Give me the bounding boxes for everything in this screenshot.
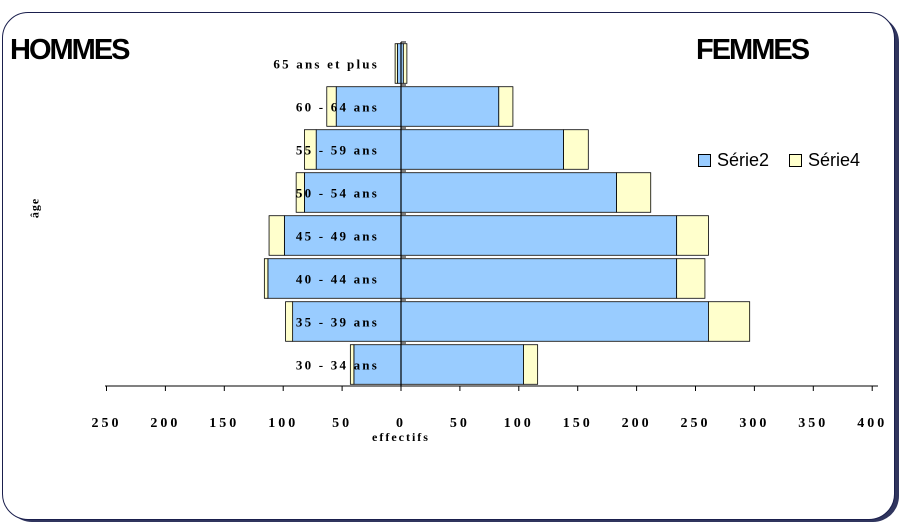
category-label: 45 - 49 ans [296,229,379,244]
x-tick-label: 400 [857,416,887,431]
x-axis-title: effectifs [372,430,430,444]
x-tick-label: 100 [268,416,298,431]
category-label: 30 - 34 ans [296,358,379,373]
category-label: 40 - 44 ans [296,272,379,287]
legend-item-serie4: Série4 [789,150,860,171]
bar-hommes-serie2 [304,172,402,213]
x-tick-label: 50 [450,416,470,431]
category-label: 35 - 39 ans [296,315,379,330]
bar-femmes-serie4 [498,86,514,127]
bar-hommes-serie2 [283,215,402,256]
legend-swatch-serie4 [789,154,803,167]
category-label: 50 - 54 ans [296,186,379,201]
bar-hommes-serie2 [315,129,402,170]
title-femmes: FEMMES [696,34,810,66]
bar-femmes-serie2 [400,301,709,342]
legend-swatch-serie2 [698,154,711,167]
legend-item-serie2: Série2 [698,150,769,171]
x-tick-label: 150 [563,416,593,431]
bar-femmes-serie2 [400,129,564,170]
bar-femmes-serie2 [400,344,524,385]
x-tick-label: 250 [681,416,711,431]
x-tick-label: 150 [209,416,239,431]
category-label: 65 ans et plus [273,57,379,72]
bar-hommes-serie4 [394,43,398,84]
legend-label-serie2: Série2 [717,150,770,170]
bar-femmes-serie4 [616,172,652,213]
category-label: 55 - 59 ans [296,143,379,158]
x-tick-label: 250 [92,416,122,431]
bar-hommes-serie4 [285,301,294,342]
category-label: 60 - 64 ans [296,100,379,115]
x-tick-label: 200 [622,416,652,431]
bar-hommes-serie4 [295,172,305,213]
bar-femmes-serie4 [676,215,709,256]
bar-femmes-serie4 [676,258,706,299]
bar-hommes-serie4 [326,86,337,127]
bar-femmes-serie4 [563,129,589,170]
bar-femmes-serie4 [402,43,408,84]
x-tick-label: 0 [396,416,406,431]
legend-label-serie4: Série4 [808,150,861,170]
bar-femmes-serie4 [708,301,751,342]
title-hommes: HOMMES [10,34,130,66]
bar-hommes-serie4 [349,344,355,385]
bar-femmes-serie2 [400,258,678,299]
bar-femmes-serie2 [400,172,617,213]
x-tick-label: 100 [504,416,534,431]
x-tick-label: 350 [798,416,828,431]
x-tick-label: 50 [332,416,352,431]
x-tick-label: 300 [739,416,769,431]
bar-hommes-serie4 [304,129,317,170]
bar-hommes-serie4 [268,215,285,256]
x-tick-label: 200 [150,416,180,431]
bar-hommes-serie4 [263,258,269,299]
bar-femmes-serie2 [400,86,500,127]
bar-femmes-serie4 [523,344,539,385]
legend: Série2 Série4 [698,150,860,171]
bar-femmes-serie2 [400,215,678,256]
